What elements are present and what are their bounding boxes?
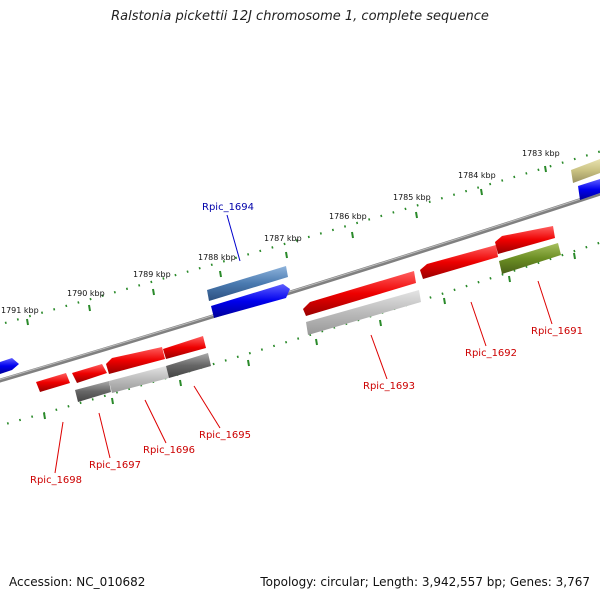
gene-rpic-1693[interactable] xyxy=(303,271,421,335)
gene-rpic-1692[interactable] xyxy=(420,245,498,279)
kbp-label-1783: 1783 kbp xyxy=(522,149,560,158)
kbp-label-1786: 1786 kbp xyxy=(329,212,367,221)
topology-summary-text: Topology: circular; Length: 3,942,557 bp… xyxy=(260,575,590,589)
outer-major-ticks xyxy=(26,165,547,326)
gene-rpic-1693-feature[interactable] xyxy=(306,290,421,335)
gene-rpic-1697-cds[interactable] xyxy=(72,364,107,383)
gene-rpic-1698[interactable] xyxy=(36,373,70,392)
gene-label-rpic-1697[interactable]: Rpic_1697 xyxy=(89,460,141,471)
kbp-label-1791: 1791 kbp xyxy=(1,306,39,315)
gene-rpic-1697[interactable] xyxy=(72,364,111,402)
kbp-label-1790: 1790 kbp xyxy=(67,289,105,298)
gene-rpic-1691-feature[interactable] xyxy=(499,243,561,274)
chromosome-backbone xyxy=(0,191,600,383)
gene-rpic-1698-cds[interactable] xyxy=(36,373,70,392)
gene-label-rpic-1698[interactable]: Rpic_1698 xyxy=(30,475,82,486)
gene-label-rpic-1691[interactable]: Rpic_1691 xyxy=(531,326,583,337)
kbp-label-1788: 1788 kbp xyxy=(198,253,236,262)
gene-label-rpic-1696[interactable]: Rpic_1696 xyxy=(143,445,195,456)
kbp-label-1785: 1785 kbp xyxy=(393,193,431,202)
gene-left-edge-blue[interactable] xyxy=(0,358,19,374)
chromosome-backbone-highlight xyxy=(0,192,600,381)
inner-major-ticks xyxy=(43,252,576,420)
gene-rpic-1694-feature[interactable] xyxy=(207,266,288,301)
kbp-label-1784: 1784 kbp xyxy=(458,171,496,180)
gene-rpic-1696-cds[interactable] xyxy=(106,347,165,374)
leader-lines xyxy=(54,214,553,474)
kbp-label-1787: 1787 kbp xyxy=(264,234,302,243)
gene-rpic-1694-cds[interactable] xyxy=(211,284,290,318)
kbp-label-1789: 1789 kbp xyxy=(133,270,171,279)
gene-rpic-1693-cds[interactable] xyxy=(303,271,416,316)
gene-rpic-1697-feature[interactable] xyxy=(75,381,111,402)
gene-right-edge-blue[interactable] xyxy=(578,179,600,200)
gene-rpic-1694[interactable] xyxy=(207,266,290,318)
map-title: Ralstonia pickettii 12J chromosome 1, co… xyxy=(111,9,489,24)
gene-rpic-1691-cds[interactable] xyxy=(495,226,555,254)
gene-label-rpic-1695[interactable]: Rpic_1695 xyxy=(199,430,251,441)
gene-rpic-1696[interactable] xyxy=(106,347,169,393)
gene-rpic-1695-feature[interactable] xyxy=(166,353,211,378)
gene-label-rpic-1692[interactable]: Rpic_1692 xyxy=(465,348,517,359)
gene-label-rpic-1694[interactable]: Rpic_1694 xyxy=(202,202,254,213)
gene-rpic-1695[interactable] xyxy=(163,336,211,378)
inner-tick-track xyxy=(0,241,600,427)
gene-rpic-1695-cds[interactable] xyxy=(163,336,206,359)
gene-rpic-1696-feature[interactable] xyxy=(109,366,169,393)
gene-right-edge-khaki[interactable] xyxy=(571,159,600,183)
gene-rpic-1692-cds[interactable] xyxy=(420,245,498,279)
gene-rpic-1691[interactable] xyxy=(495,226,561,274)
accession-text: Accession: NC_010682 xyxy=(9,575,146,589)
gene-label-rpic-1693[interactable]: Rpic_1693 xyxy=(363,381,415,392)
